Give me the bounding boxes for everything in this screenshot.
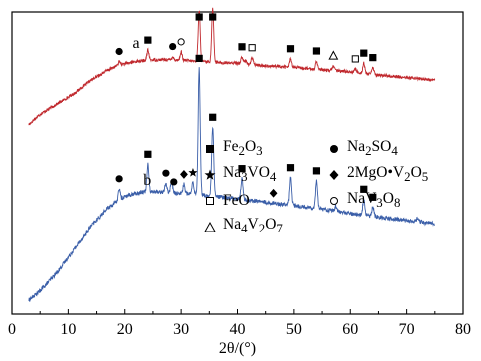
legend-label: Na3VO4 <box>223 164 277 185</box>
peak-marker-b-filled-square <box>195 54 203 62</box>
peak-marker-b-filled-square <box>360 185 368 193</box>
peak-marker-a-open-square <box>248 44 256 52</box>
peak-marker-a-filled-square <box>312 47 321 55</box>
series-labels: ab <box>132 35 151 189</box>
x-tick-label: 20 <box>117 321 133 338</box>
legend-entry: FeO <box>204 188 322 214</box>
peak-marker-a-open-square <box>351 55 359 63</box>
filled-square-icon <box>204 144 216 154</box>
peak-marker-b-filled-circle <box>162 169 170 177</box>
x-tick-label: 70 <box>399 321 415 338</box>
peak-marker-b-filled-diamond <box>269 188 278 198</box>
peak-marker-b-filled-square <box>144 150 152 158</box>
peak-marker-a-filled-circle <box>169 42 177 51</box>
x-tick-label: 50 <box>286 321 302 338</box>
peak-marker-a-filled-square <box>238 43 246 51</box>
filled-diamond-icon <box>328 169 340 181</box>
x-tick-label: 40 <box>230 321 246 338</box>
legend: Fe2O3 Na2SO4 Na3VO4 2MgO•V2O5 FeO NaV3O8 Na4V2… <box>204 136 478 232</box>
x-tick-label: 30 <box>173 321 189 338</box>
peak-marker-b-filled-diamond <box>180 170 188 179</box>
x-axis-label: 2θ/(°) <box>219 340 256 357</box>
filled-circle-icon <box>328 144 340 154</box>
peak-markers <box>115 13 377 201</box>
series-label-b: b <box>143 172 151 189</box>
peak-marker-b-filled-circle <box>115 175 123 183</box>
peak-marker-b-filled-square <box>369 193 377 201</box>
xrd-trace-b <box>28 67 435 303</box>
peak-marker-b-filled-circle <box>170 178 178 186</box>
peak-marker-a-filled-square <box>195 13 203 21</box>
open-triangle-icon <box>204 221 216 232</box>
x-axis-ticks: 0 10 20 30 40 50 60 70 80 <box>8 309 471 338</box>
peak-marker-a-open-triangle <box>328 50 339 60</box>
legend-label: FeO <box>223 192 250 210</box>
peak-marker-a-filled-square <box>209 13 217 21</box>
xrd-trace-a <box>28 7 436 126</box>
legend-label: Na2SO4 <box>347 138 398 159</box>
xrd-traces <box>28 7 436 303</box>
series-label-a: a <box>132 35 139 52</box>
peak-marker-a-filled-circle <box>115 47 123 56</box>
legend-entry: Na2SO4 <box>328 136 478 162</box>
peak-marker-a-filled-square <box>286 45 295 53</box>
x-tick-label: 10 <box>60 321 76 338</box>
peak-marker-b-filled-square <box>209 113 217 121</box>
peak-marker-b-star <box>188 167 198 177</box>
legend-entry: Na3VO4 <box>204 162 322 188</box>
legend-label: 2MgO•V2O5 <box>347 164 429 185</box>
legend-label: NaV3O8 <box>347 190 401 211</box>
peak-marker-b-filled-square <box>238 165 246 173</box>
x-tick-label: 60 <box>342 321 358 338</box>
legend-entry: NaV3O8 <box>328 188 478 214</box>
peak-marker-a-open-circle <box>177 38 185 46</box>
open-circle-icon <box>328 196 340 206</box>
peak-marker-a-filled-square <box>144 36 152 44</box>
peak-marker-a-filled-square <box>369 54 377 62</box>
legend-entry: Fe2O3 <box>204 136 322 162</box>
peak-marker-b-filled-square <box>286 164 295 172</box>
peak-marker-b-filled-square <box>312 167 321 175</box>
star-icon <box>204 169 216 181</box>
legend-label: Fe2O3 <box>223 138 263 159</box>
x-tick-label: 80 <box>455 321 471 338</box>
open-square-icon <box>204 196 216 206</box>
legend-entry: 2MgO•V2O5 <box>328 162 478 188</box>
legend-entry: Na4V2O7 <box>204 214 322 232</box>
peak-marker-a-filled-square <box>360 49 368 57</box>
legend-label: Na4V2O7 <box>223 216 283 232</box>
x-tick-label: 0 <box>8 321 16 338</box>
